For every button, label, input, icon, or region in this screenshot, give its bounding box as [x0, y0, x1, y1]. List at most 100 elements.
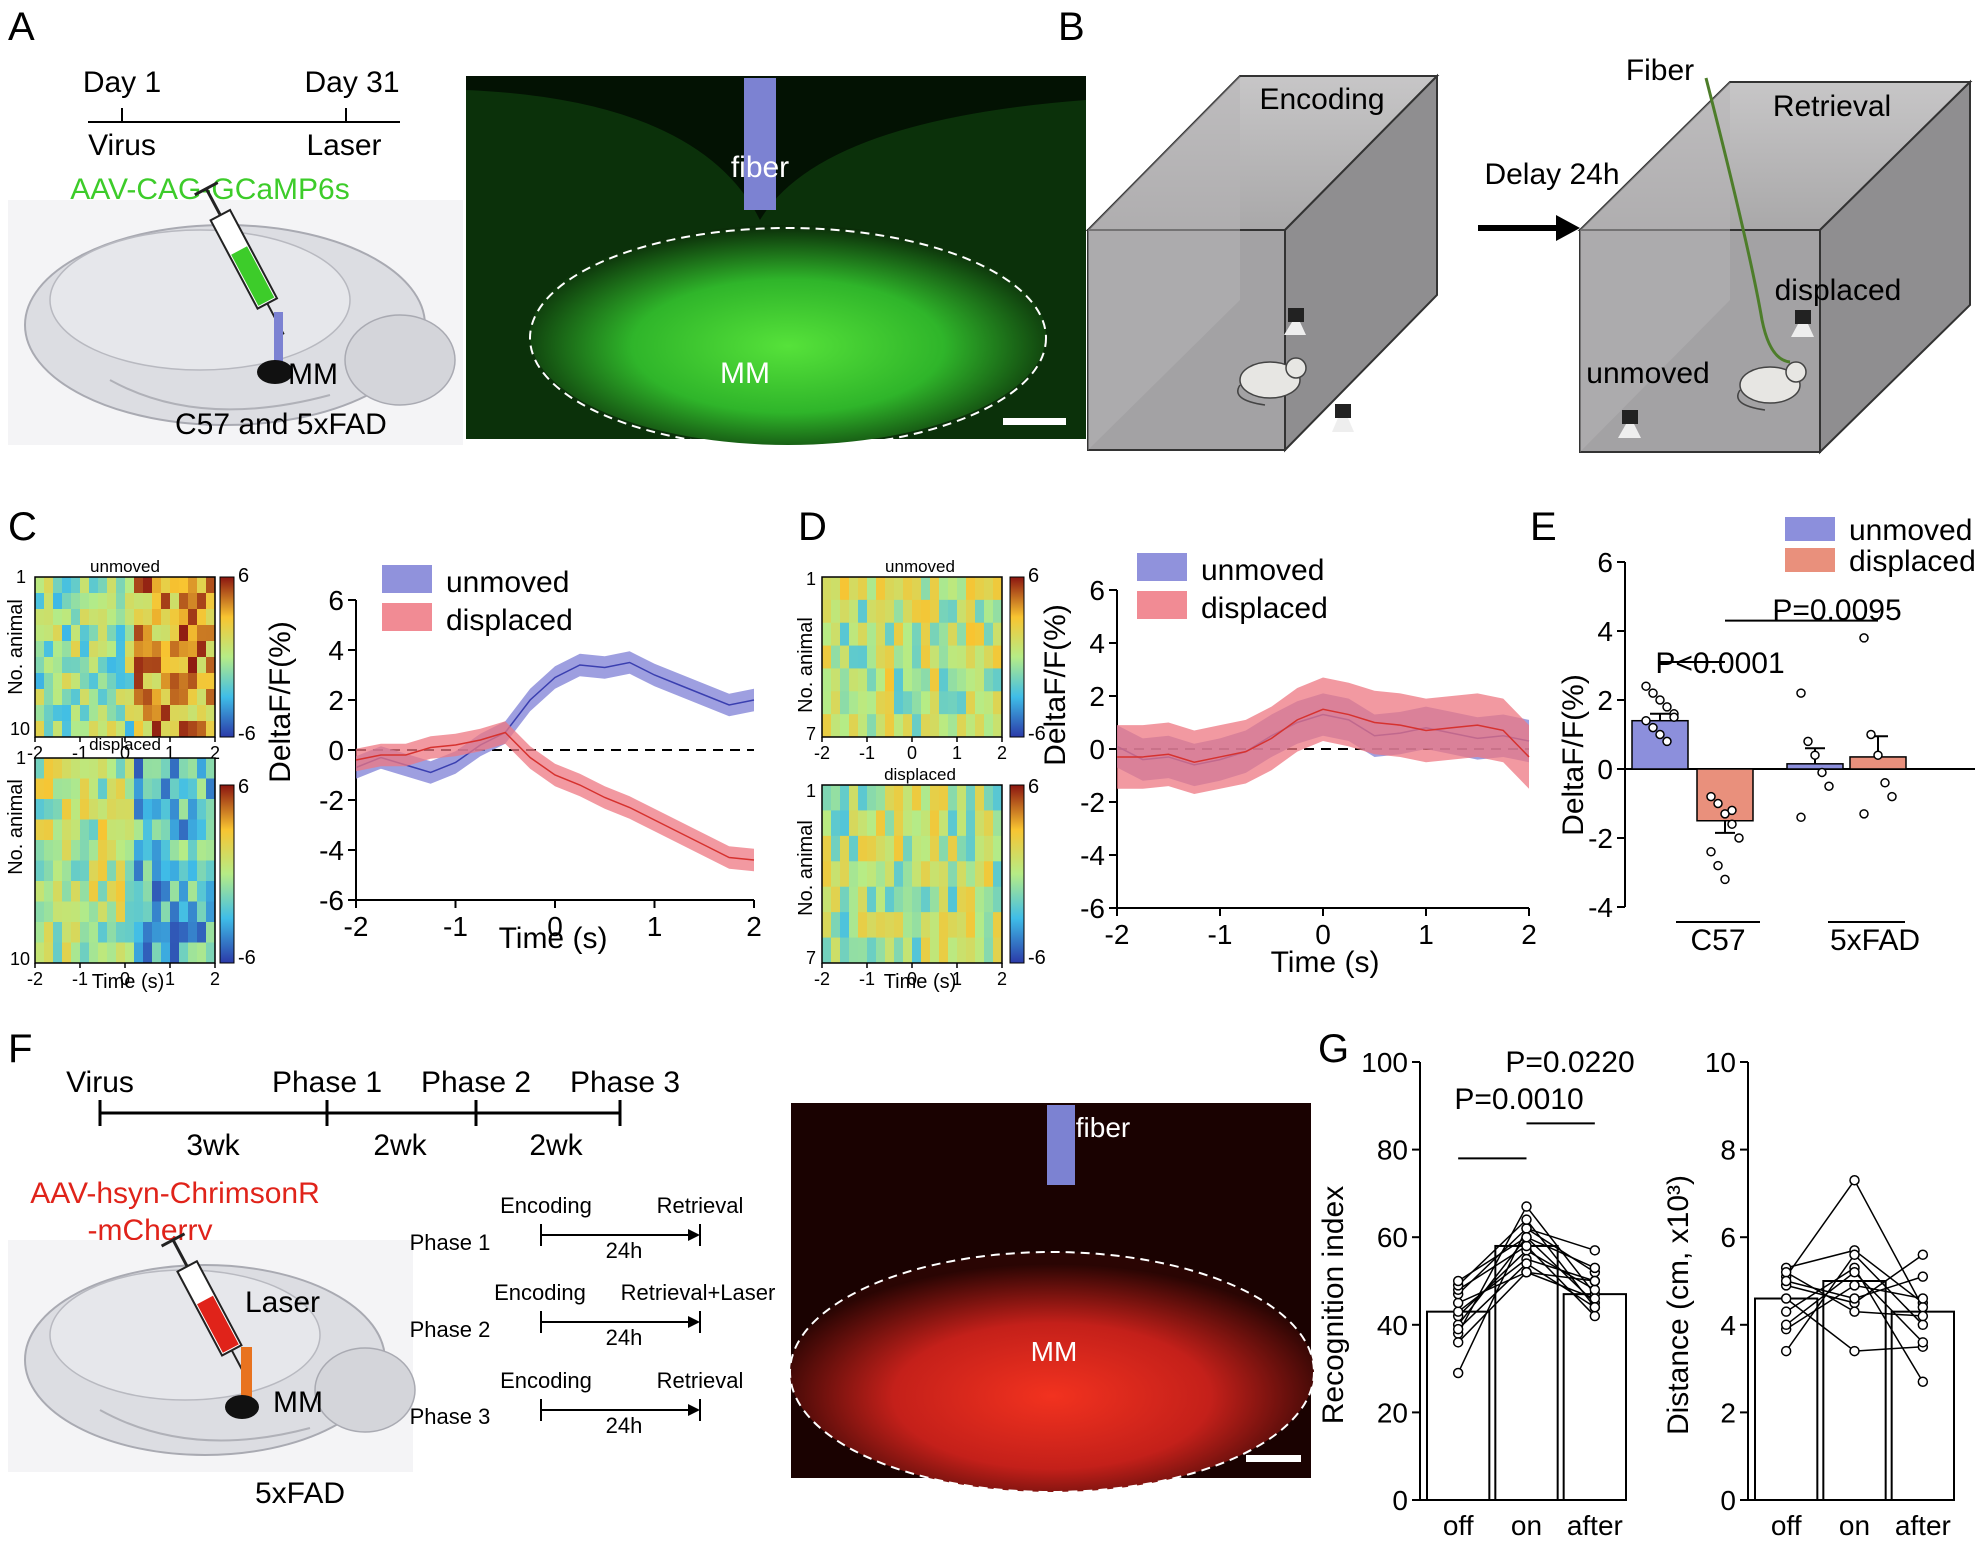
heatmap-d-displaced-cell: [867, 937, 877, 964]
heatmap-c-unmoved-cell: [107, 625, 117, 642]
heatmap-c-unmoved-cell: [206, 689, 216, 706]
heatmap-d-unmoved-cell: [876, 668, 886, 692]
heatmap-c-displaced-cell: [89, 860, 99, 882]
heatmap-c-displaced-cell: [107, 778, 117, 800]
heatmap-d-unmoved-cell: [984, 599, 994, 624]
heatmap-c-displaced-cell: [107, 942, 117, 964]
heatmap-c-unmoved-cell: [170, 721, 180, 738]
heatmap-c-unmoved-cell: [152, 689, 162, 706]
heatmap-c-displaced-cell: [152, 799, 162, 820]
bar-chart-g-ri: 0 20 40 60 80 100 off on after: [1361, 1047, 1627, 1541]
g-dist-xtick-label: off: [1771, 1510, 1802, 1541]
heatmap-c-displaced-cell: [89, 840, 99, 861]
heatmap-d-unmoved-cell: [975, 645, 985, 669]
heatmap-d-unmoved-cell: [957, 622, 967, 647]
heatmap-c-displaced-cell: [152, 840, 162, 861]
heatmap-c-displaced-cell: [206, 758, 216, 779]
heatmap-c-displaced-cell: [206, 922, 216, 943]
heatmap-c-unmoved-cell: [53, 609, 63, 626]
heatmap-d-displaced-cell: [903, 912, 913, 939]
heatmap-c-displaced-cell: [143, 819, 153, 841]
heatmap-c-unmoved-cell: [170, 673, 180, 690]
heatmap-c-unmoved-cell: [62, 593, 72, 610]
heatmap-d-displaced-cell: [984, 937, 994, 964]
heatmap-c-unmoved-cell: [35, 609, 45, 626]
g-dist-ytick-label: 8: [1720, 1135, 1736, 1166]
heatmap-d-displaced-cell: [867, 785, 877, 811]
heatmap-c-unmoved-cell: [161, 593, 171, 610]
heatmap-c-unmoved-cell: [179, 577, 189, 594]
heatmap-d-unmoved-cell: [903, 714, 913, 738]
heatmap-c-unmoved-cell: [188, 577, 198, 594]
heatmap-c-displaced-cell: [107, 881, 117, 902]
heatmap-c-unmoved-cell: [143, 657, 153, 674]
g-dist-point: [1849, 1249, 1860, 1260]
heatmap-d-displaced-cell: [849, 785, 859, 811]
heatmap-d-displaced-cell: [993, 861, 1003, 888]
bar-chart-e: -4 -2 0 2 4 6: [1588, 547, 1975, 923]
g-ri-point: [1521, 1223, 1532, 1234]
heatmap-c-displaced-cell: [71, 942, 81, 964]
brain-illustration-f: [8, 1232, 416, 1472]
heatmap-d-displaced-cell: [858, 912, 868, 939]
heatmap-d-unmoved-cell: [984, 622, 994, 647]
heatmap-c-displaced-cell: [35, 840, 45, 861]
line-d-ytick-label: 4: [1089, 628, 1105, 659]
g-ri-ytick-label: 60: [1377, 1222, 1408, 1253]
heatmap-c-unmoved-cell: [35, 721, 45, 738]
heatmap-d-displaced-cell: [822, 785, 832, 811]
heatmap-d-unmoved-cell: [885, 577, 895, 601]
heatmap-d-displaced-title: displaced: [884, 765, 956, 784]
heatmap-c-displaced-cell: [197, 840, 207, 861]
g-dist-point: [1780, 1306, 1792, 1317]
heatmap-d-unmoved-cell: [921, 691, 931, 715]
heatmap-c-unmoved-cell: [125, 609, 135, 626]
heatmap-d-displaced-cell: [930, 835, 940, 862]
heatmap-c-displaced-cell: [107, 799, 117, 820]
heatmap-d-displaced-cell: [939, 886, 949, 913]
heatmap-c-displaced-cell: [125, 819, 135, 841]
heatmap-c-displaced-cell: [80, 758, 90, 779]
heatmap-d-unmoved-cell: [894, 622, 904, 647]
heatmap-d-unmoved-cell: [957, 668, 967, 692]
heatmap-d-unmoved-cell: [966, 668, 976, 692]
g-ri-ytick-label: 80: [1377, 1135, 1408, 1166]
bar-chart-g-distance: 0 2 4 6 8 10 off on after: [1705, 1047, 1955, 1541]
heatmap-c-unmoved-cell: [161, 673, 171, 690]
heatmap-c-displaced-cell: [161, 758, 171, 779]
retrieval-label-b: Retrieval: [1773, 90, 1891, 123]
heatmap-c-displaced-cell: [161, 799, 171, 820]
heatmap-c-displaced-cell: [179, 840, 189, 861]
heatmap-c-unmoved-cell: [206, 657, 216, 674]
heatmap-d-unmoved-cell: [939, 622, 949, 647]
cbar-c2-min: -6: [238, 947, 256, 969]
heatmap-c-displaced-cell: [71, 901, 81, 923]
heatmap-c-unmoved-cell: [44, 673, 54, 690]
heatmap-d-unmoved-title: unmoved: [885, 557, 955, 576]
heatmap-c-displaced-cell: [170, 860, 180, 882]
heatmap-d-unmoved-cell: [975, 622, 985, 647]
heatmap-d-displaced-cell: [840, 785, 850, 811]
heatmap-d-unmoved-cell: [894, 577, 904, 601]
heatmap-c-unmoved-cell: [53, 705, 63, 722]
heatmap-d-unmoved-cell: [921, 668, 931, 692]
heatmap-d-displaced-cell: [867, 810, 877, 837]
heatmap-d-unmoved-cell: [930, 622, 940, 647]
heatmap-c-displaced-cell: [62, 778, 72, 800]
heatmap-c-unmoved-cell: [161, 689, 171, 706]
heatmap-d-unmoved-cell: [912, 622, 922, 647]
heatmap-d-unmoved-xtick-label: -1: [859, 743, 875, 763]
heatmap-c-unmoved-xtick-label: 2: [210, 743, 220, 763]
line-d-xtick-label: -2: [1105, 919, 1130, 950]
heatmap-d-displaced-cell: [831, 810, 841, 837]
heatmap-d-unmoved-cell: [849, 668, 859, 692]
heatmap-d-displaced-cell: [984, 810, 994, 837]
heatmap-d-unmoved-cell: [912, 691, 922, 715]
heatmap-c-unmoved-cell: [152, 577, 162, 594]
heatmap-c-displaced-cell: [161, 942, 171, 964]
heatmap-c-unmoved-cell: [80, 625, 90, 642]
heatmap-c-unmoved-cell: [170, 593, 180, 610]
g-ri-ytick-label: 0: [1392, 1485, 1408, 1516]
heatmap-c-displaced-cell: [107, 840, 117, 861]
heatmap-c-unmoved-cell: [188, 625, 198, 642]
